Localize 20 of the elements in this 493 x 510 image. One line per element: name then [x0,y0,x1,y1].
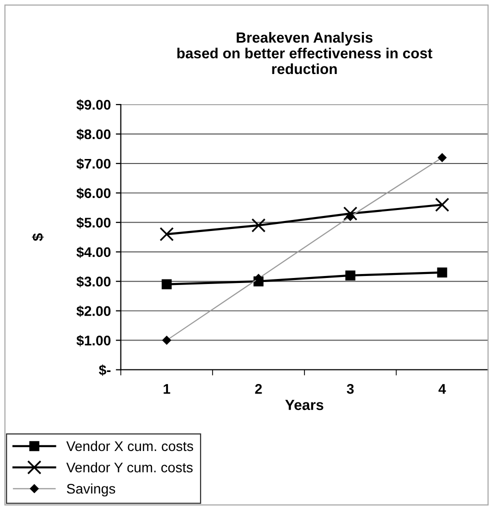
x-tick-label: 4 [438,384,446,394]
y-tick-label: $8.00 [76,128,110,140]
y-tick-label: $3.00 [76,276,110,288]
y-tick-label: $- [98,364,111,376]
chart-title: Breakeven Analysis based on better effectiveness in cost reduction [177,32,432,74]
y-tick-label: $4.00 [76,246,110,258]
y-tick-label: $2.00 [76,306,110,317]
legend-label: Vendor X cum. costs [66,440,194,452]
x-tick-label: 3 [346,384,354,394]
y-tick-label: $1.00 [76,335,110,346]
legend-label: Vendor Y cum. costs [66,462,193,472]
y-tick-label: $9.00 [76,99,110,111]
y-tick-label: $7.00 [76,158,110,170]
x-axis-title: Years [285,400,324,410]
legend-label: Savings [66,483,116,496]
y-tick-label: $6.00 [76,188,110,200]
y-tick-label: $5.00 [76,217,110,228]
x-tick-label: 2 [255,384,262,394]
y-axis-title: $ [32,233,44,242]
x-tick-label: 1 [164,384,170,394]
